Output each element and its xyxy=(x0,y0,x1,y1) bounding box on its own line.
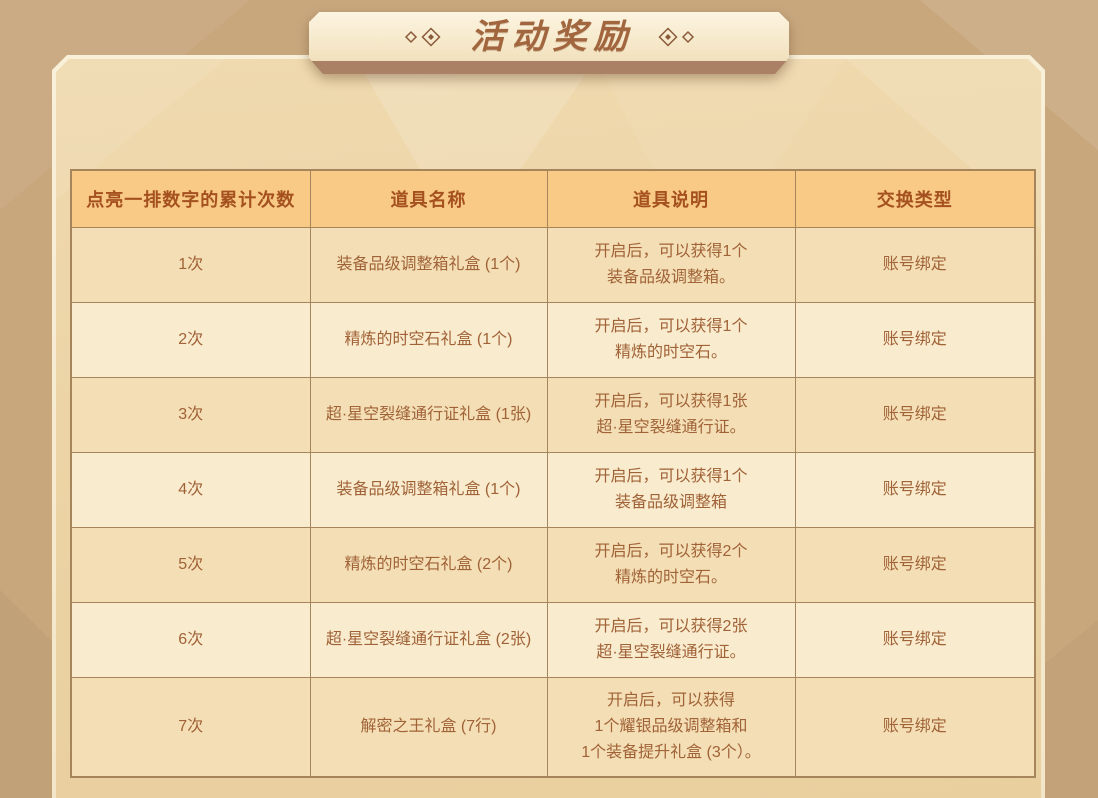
cell-type: 账号绑定 xyxy=(795,302,1035,377)
cell-desc: 开启后，可以获得1个 装备品级调整箱 xyxy=(547,452,795,527)
cell-times: 1次 xyxy=(71,227,310,302)
diamond-divider-icon xyxy=(649,25,789,49)
cell-item: 超·星空裂缝通行证礼盒 (1张) xyxy=(310,377,547,452)
table-row: 1次 装备品级调整箱礼盒 (1个) 开启后，可以获得1个 装备品级调整箱。 账号… xyxy=(71,227,1035,302)
header-cell-type: 交换类型 xyxy=(795,170,1035,227)
title-banner: 活动奖励 xyxy=(309,12,789,74)
cell-times: 6次 xyxy=(71,602,310,677)
cell-type: 账号绑定 xyxy=(795,452,1035,527)
cell-item: 精炼的时空石礼盒 (1个) xyxy=(310,302,547,377)
title-banner-face: 活动奖励 xyxy=(309,12,789,61)
cell-desc: 开启后，可以获得1张 超·星空裂缝通行证。 xyxy=(547,377,795,452)
cell-times: 4次 xyxy=(71,452,310,527)
page-title: 活动奖励 xyxy=(470,17,635,56)
cell-desc: 开启后，可以获得2张 超·星空裂缝通行证。 xyxy=(547,602,795,677)
cell-desc: 开启后，可以获得1个 装备品级调整箱。 xyxy=(547,227,795,302)
cell-desc: 开启后，可以获得 1个耀银品级调整箱和 1个装备提升礼盒 (3个）。 xyxy=(547,677,795,777)
cell-item: 装备品级调整箱礼盒 (1个) xyxy=(310,452,547,527)
cell-desc: 开启后，可以获得1个 精炼的时空石。 xyxy=(547,302,795,377)
header-cell-times: 点亮一排数字的累计次数 xyxy=(71,170,310,227)
table-row: 7次 解密之王礼盒 (7行) 开启后，可以获得 1个耀银品级调整箱和 1个装备提… xyxy=(71,677,1035,777)
cell-times: 3次 xyxy=(71,377,310,452)
title-banner-shadow-band: 活动奖励 xyxy=(309,12,789,74)
cell-type: 账号绑定 xyxy=(795,377,1035,452)
cell-type: 账号绑定 xyxy=(795,602,1035,677)
table-row: 3次 超·星空裂缝通行证礼盒 (1张) 开启后，可以获得1张 超·星空裂缝通行证… xyxy=(71,377,1035,452)
cell-type: 账号绑定 xyxy=(795,677,1035,777)
header-cell-item: 道具名称 xyxy=(310,170,547,227)
cell-desc: 开启后，可以获得2个 精炼的时空石。 xyxy=(547,527,795,602)
content-panel: 每点亮横竖任意一排数字即可获得奖励 点亮一排数字的累计次数 道具名称 道具说明 … xyxy=(52,55,1045,798)
cell-times: 2次 xyxy=(71,302,310,377)
cell-times: 5次 xyxy=(71,527,310,602)
table-row: 6次 超·星空裂缝通行证礼盒 (2张) 开启后，可以获得2张 超·星空裂缝通行证… xyxy=(71,602,1035,677)
table-row: 4次 装备品级调整箱礼盒 (1个) 开启后，可以获得1个 装备品级调整箱 账号绑… xyxy=(71,452,1035,527)
cell-times: 7次 xyxy=(71,677,310,777)
diamond-divider-icon xyxy=(309,25,450,49)
rewards-table: 点亮一排数字的累计次数 道具名称 道具说明 交换类型 1次 装备品级调整箱礼盒 … xyxy=(70,169,1036,778)
cell-item: 解密之王礼盒 (7行) xyxy=(310,677,547,777)
table-header-row: 点亮一排数字的累计次数 道具名称 道具说明 交换类型 xyxy=(71,170,1035,227)
cell-item: 装备品级调整箱礼盒 (1个) xyxy=(310,227,547,302)
cell-type: 账号绑定 xyxy=(795,227,1035,302)
cell-type: 账号绑定 xyxy=(795,527,1035,602)
cell-item: 精炼的时空石礼盒 (2个) xyxy=(310,527,547,602)
content-panel-inner: 每点亮横竖任意一排数字即可获得奖励 点亮一排数字的累计次数 道具名称 道具说明 … xyxy=(56,59,1041,798)
header-cell-desc: 道具说明 xyxy=(547,170,795,227)
table-row: 2次 精炼的时空石礼盒 (1个) 开启后，可以获得1个 精炼的时空石。 账号绑定 xyxy=(71,302,1035,377)
table-row: 5次 精炼的时空石礼盒 (2个) 开启后，可以获得2个 精炼的时空石。 账号绑定 xyxy=(71,527,1035,602)
cell-item: 超·星空裂缝通行证礼盒 (2张) xyxy=(310,602,547,677)
